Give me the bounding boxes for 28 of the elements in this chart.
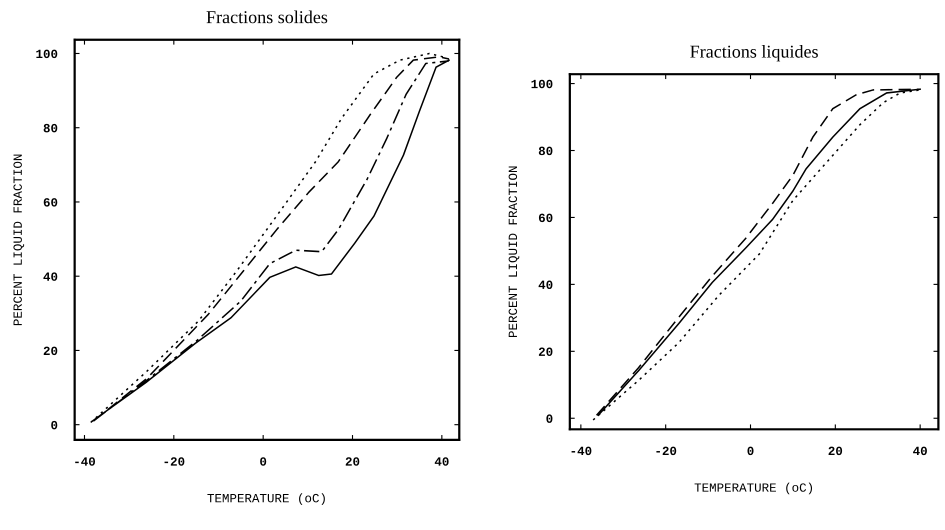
y-tick-label: 80 (44, 124, 58, 132)
y-tick-label: 20 (538, 347, 552, 356)
chart-title: Fractions liquides (690, 45, 818, 62)
x-tick-label: 20 (828, 446, 842, 456)
y-tick-label: 40 (538, 280, 552, 290)
y-tick-label: 80 (538, 146, 552, 156)
x-tick-label: 40 (434, 457, 449, 466)
x-tick-label: 40 (913, 446, 927, 456)
y-axis-title: PERCENT LIQUID FRACTION (508, 166, 520, 338)
x-tick-label: -40 (572, 446, 592, 456)
y-tick-label: 40 (43, 272, 58, 281)
y-axis-title: PERCENT LIQUID FRACTION (13, 154, 24, 326)
x-tick-label: 0 (260, 457, 266, 466)
y-tick-label: 60 (44, 198, 58, 207)
x-tick-label: 0 (747, 446, 754, 456)
y-tick-label: 100 (36, 50, 58, 58)
y-tick-label: 20 (44, 346, 58, 356)
x-tick-label: -40 (75, 457, 96, 466)
y-tick-label: 0 (51, 420, 58, 430)
x-axis-title: TEMPERATURE (oC) (207, 493, 325, 505)
y-tick-label: 60 (538, 214, 552, 222)
x-tick-label: 20 (346, 457, 360, 466)
chart-title: Fractions solides (206, 10, 328, 24)
x-tick-label: -20 (164, 457, 184, 466)
y-tick-label: 100 (532, 80, 552, 88)
x-axis-title: TEMPERATURE (oC) (694, 482, 812, 494)
y-tick-label: 0 (546, 414, 552, 423)
x-tick-label: -20 (656, 446, 676, 456)
